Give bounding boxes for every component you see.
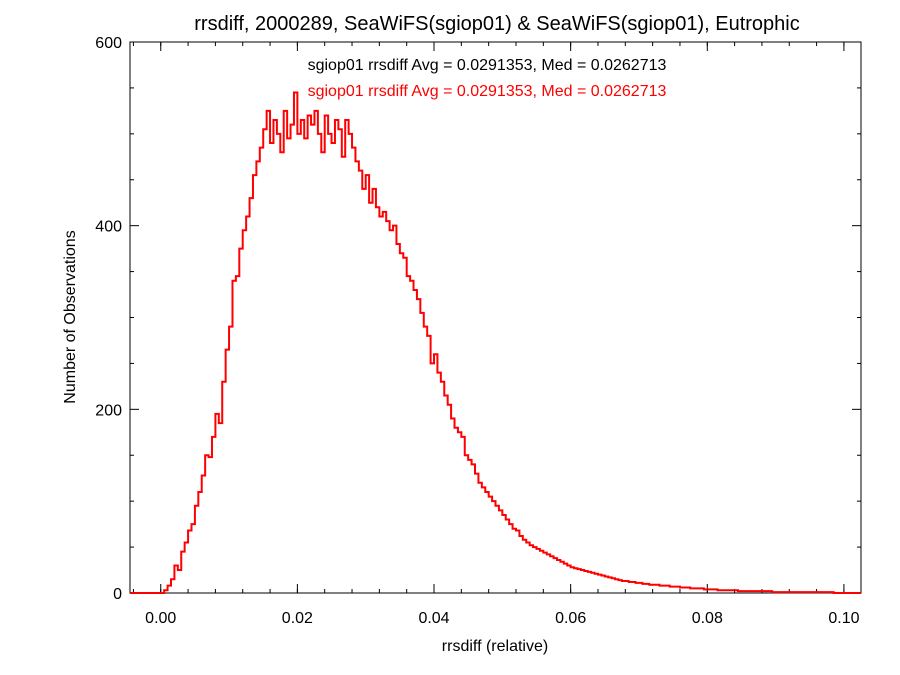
y-tick-label: 600 [95, 35, 122, 52]
x-tick-label: 0.04 [418, 610, 449, 627]
x-tick-label: 0.02 [282, 610, 313, 627]
y-tick-label: 200 [95, 402, 122, 419]
y-axis-ticks: 0 200 400 600 [95, 35, 861, 603]
x-tick-label: 0.08 [692, 610, 723, 627]
plot-frame [129, 41, 862, 594]
x-tick-label: 0.06 [555, 610, 586, 627]
annotation-black: sgiop01 rrsdiff Avg = 0.0291353, Med = 0… [308, 57, 667, 74]
x-axis-ticks: 0.00 0.02 0.04 0.06 0.08 0.10 [132, 42, 860, 627]
histogram-series-line [130, 91, 861, 594]
x-tick-label: 0.10 [828, 610, 859, 627]
y-tick-label: 400 [95, 219, 122, 236]
y-axis-label: Number of Observations [62, 230, 79, 403]
x-axis-label: rrsdiff (relative) [442, 638, 548, 655]
histogram-series-group [130, 91, 861, 594]
y-tick-label: 0 [113, 586, 122, 603]
x-tick-label: 0.00 [145, 610, 176, 627]
annotation-red: sgiop01 rrsdiff Avg = 0.0291353, Med = 0… [308, 83, 667, 100]
chart-title: rrsdiff, 2000289, SeaWiFS(sgiop01) & Sea… [194, 13, 799, 35]
